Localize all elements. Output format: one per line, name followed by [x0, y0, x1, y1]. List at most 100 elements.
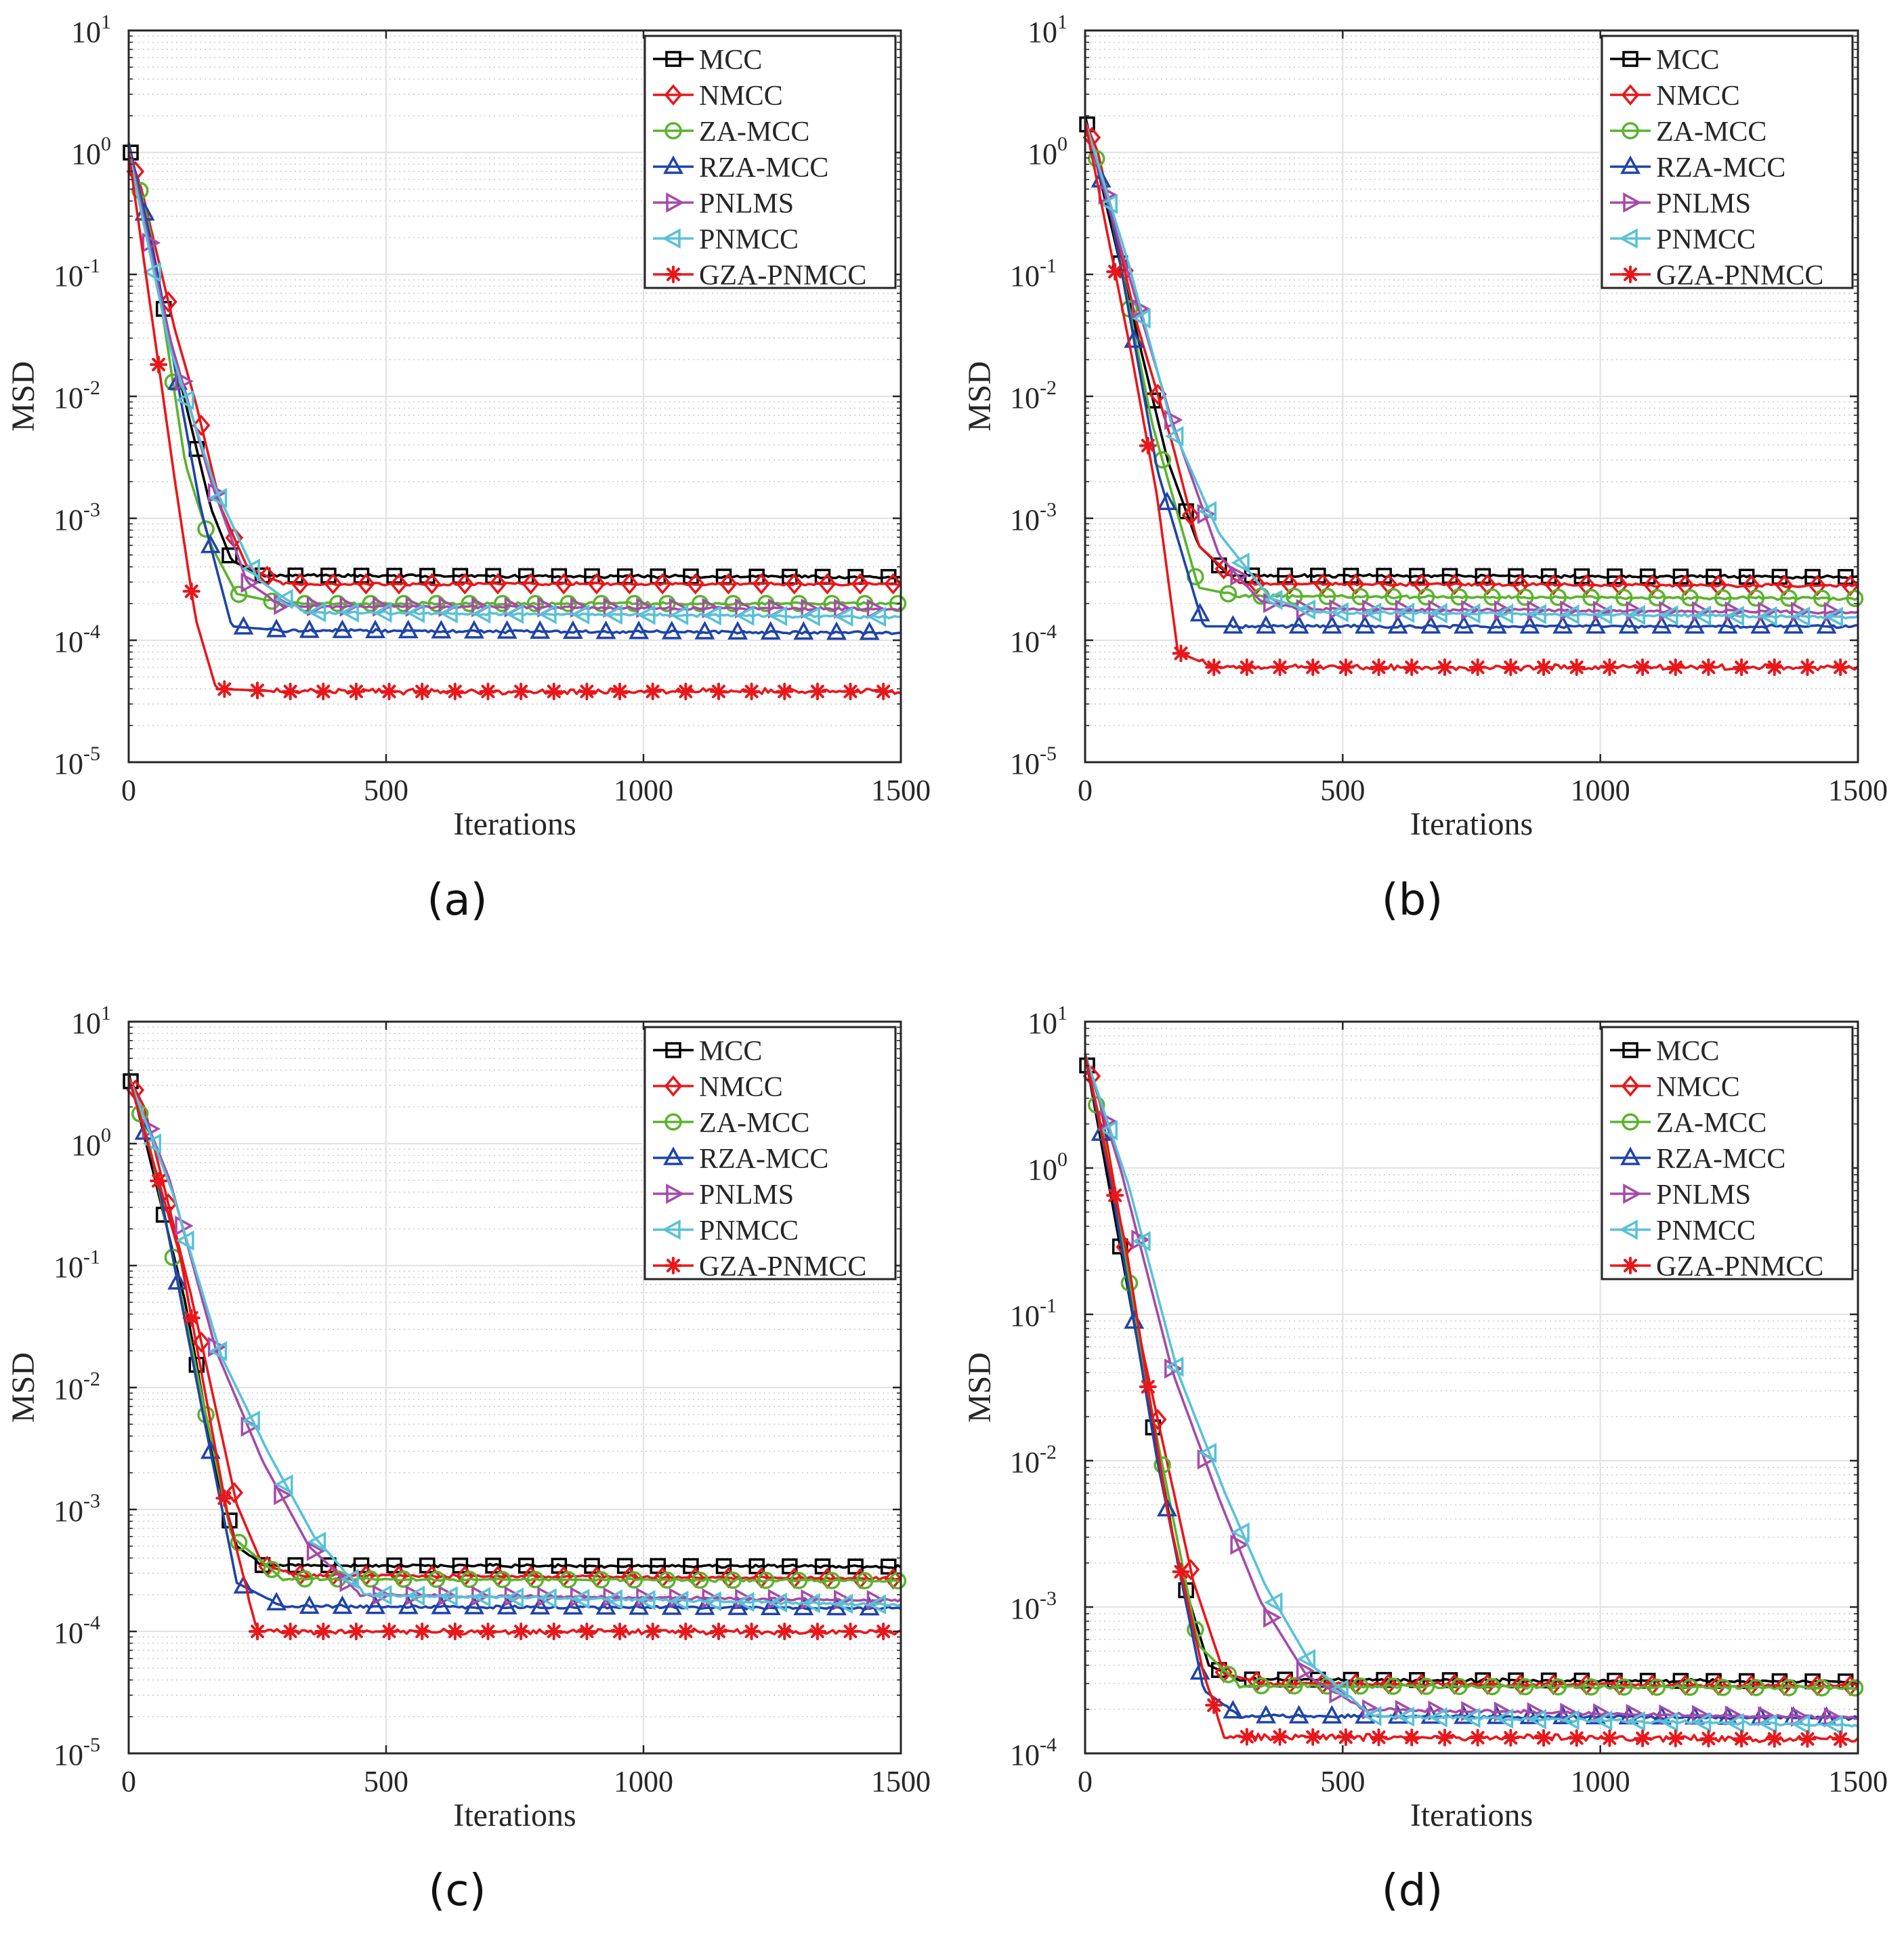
marker-rza-mcc: [562, 620, 583, 640]
legend-item: ZA-MCC: [1610, 117, 1767, 148]
legend-marker: [1622, 1113, 1639, 1131]
marker-za-mcc: [1450, 588, 1468, 606]
x-axis: 0 500 1000 1500: [1078, 30, 1888, 807]
legend-label: PNMCC: [1656, 1215, 1756, 1247]
marker-nmcc: [587, 573, 606, 595]
asterisk-stroke: [1372, 1730, 1386, 1745]
marker-rza-mcc: [1156, 491, 1177, 510]
marker-za-mcc: [1384, 588, 1402, 606]
chart-panel-b: 101 100 10-1 10-2 10-3 10-4 10-5 0 500 1000 1500 It…: [962, 11, 1888, 925]
legend-label: RZA-MCC: [1656, 152, 1785, 184]
legend-label: PNMCC: [1656, 224, 1756, 255]
marker-pnmcc: [768, 1592, 788, 1613]
asterisk-stroke: [1504, 660, 1518, 674]
marker-rza-mcc: [1816, 614, 1837, 634]
legend-item: PNLMS: [1610, 1180, 1751, 1211]
marker-rza-mcc: [595, 1596, 616, 1615]
legend-label: PNMCC: [699, 224, 799, 255]
series-za-mcc: [1084, 121, 1864, 608]
asterisk-stroke: [876, 684, 891, 699]
x-tick-label: 1500: [1828, 774, 1888, 807]
legend-marker: [1621, 1075, 1640, 1097]
marker-gza-pnmcc: [1336, 1728, 1355, 1747]
asterisk-stroke: [1306, 1730, 1320, 1744]
y-tick-label: 100: [1028, 133, 1067, 171]
marker-gza-pnmcc: [1370, 658, 1388, 676]
marker-gza-pnmcc: [841, 1623, 860, 1640]
legend: MCC NMCC ZA-MCC RZA-MCC PNLMS PNMCC GZA-PNMCC: [1601, 1026, 1854, 1283]
marker-nmcc: [620, 573, 639, 595]
asterisk-stroke: [778, 684, 792, 699]
legend-item: ZA-MCC: [1610, 1108, 1767, 1139]
marker-gza-pnmcc: [1237, 658, 1256, 676]
marker-pnmcc: [340, 1568, 359, 1589]
legend-marker: [665, 1042, 681, 1058]
legend-marker: [1622, 51, 1638, 67]
marker-gza-pnmcc: [1172, 1562, 1190, 1581]
asterisk-stroke: [152, 358, 166, 372]
marker-za-mcc: [658, 1571, 676, 1589]
series-gza-pnmcc: [127, 1077, 902, 1640]
marker-nmcc: [719, 573, 738, 595]
marker-pnlms: [339, 1572, 358, 1593]
x-tick-label: 500: [1320, 774, 1365, 807]
x-tick-label: 1500: [871, 774, 931, 807]
marker-rza-mcc: [1420, 614, 1441, 634]
y-tick-label: 100: [1028, 1148, 1067, 1186]
marker-za-mcc: [1384, 1677, 1402, 1695]
marker-nmcc: [1280, 573, 1299, 595]
marker-gza-pnmcc: [1666, 658, 1685, 676]
marker-za-mcc: [1615, 1678, 1633, 1696]
marker-za-mcc: [559, 1570, 577, 1589]
marker-gza-pnmcc: [1139, 436, 1157, 455]
marker-gza-pnmcc: [281, 682, 299, 701]
marker-pnmcc: [1363, 1705, 1382, 1726]
legend-marker: [664, 1257, 682, 1274]
marker-gza-pnmcc: [677, 1623, 695, 1640]
marker-pnmcc: [1330, 602, 1349, 623]
asterisk-stroke: [1405, 1730, 1419, 1745]
marker-gza-pnmcc: [1798, 658, 1817, 676]
legend-item: ZA-MCC: [653, 117, 809, 148]
y-tick-label: 10-3: [54, 499, 100, 537]
asterisk-stroke: [316, 1625, 331, 1638]
marker-rza-mcc: [233, 616, 254, 635]
y-tick-label: 10-1: [54, 1246, 100, 1284]
series-pnlms: [127, 1077, 902, 1610]
y-tick-label: 10-4: [1010, 1734, 1057, 1772]
marker-rza-mcc: [629, 621, 650, 640]
marker-za-mcc: [757, 1571, 775, 1589]
asterisk-stroke: [1240, 1730, 1254, 1744]
marker-pnmcc: [307, 1531, 326, 1552]
marker-za-mcc: [197, 1406, 215, 1423]
marker-pnmcc: [1659, 1711, 1678, 1732]
marker-rza-mcc: [694, 1596, 715, 1615]
legend-label: GZA-PNMCC: [1656, 1251, 1823, 1283]
asterisk-stroke: [1240, 660, 1254, 674]
asterisk-stroke: [1834, 660, 1848, 674]
marker-pnmcc: [1198, 501, 1217, 522]
legend-label: ZA-MCC: [699, 117, 809, 148]
asterisk-stroke: [349, 1625, 363, 1638]
legend-item: MCC: [653, 1036, 762, 1067]
series-pnmcc: [127, 1077, 902, 1615]
marker-mcc: [254, 1557, 271, 1573]
y-axis: 101 100 10-1 10-2 10-3 10-4 10-5: [54, 11, 901, 780]
marker-gza-pnmcc: [545, 1623, 563, 1640]
y-tick-label: 10-5: [54, 743, 100, 780]
marker-pnmcc: [1791, 1714, 1811, 1735]
marker-za-mcc: [230, 1533, 248, 1551]
legend-marker: [1620, 1146, 1641, 1165]
marker-pnmcc: [406, 602, 425, 623]
x-tick-label: 500: [1320, 1765, 1365, 1798]
marker-za-mcc: [1351, 587, 1369, 606]
marker-za-mcc: [1252, 1677, 1270, 1694]
asterisk-stroke: [1108, 264, 1122, 278]
series-group: [123, 142, 907, 701]
marker-za-mcc: [1747, 589, 1765, 607]
marker-rza-mcc: [1519, 1705, 1540, 1724]
marker-pnmcc: [1132, 308, 1151, 329]
marker-pnlms: [175, 371, 194, 392]
x-axis: 0 500 1000 1500: [1078, 1022, 1888, 1798]
marker-gza-pnmcc: [1271, 658, 1289, 676]
